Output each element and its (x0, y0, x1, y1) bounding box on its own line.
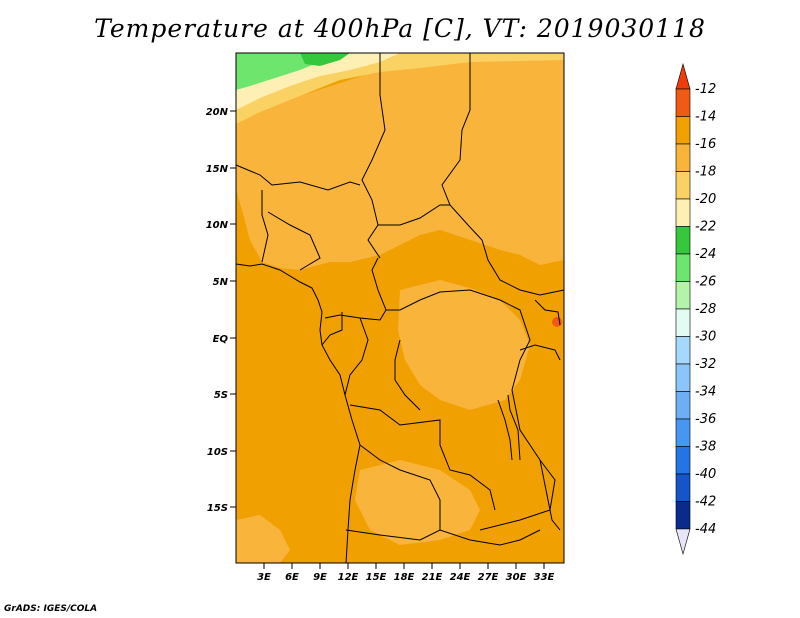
lat-tick-label: 15S (207, 503, 228, 514)
colorbar: -12 -14 -16 -18 -20 -22 -24 -26 -28 -30 -32 -34 -36 -… (675, 62, 716, 556)
colorbar-swatch (675, 253, 691, 282)
colorbar-swatch (675, 418, 691, 447)
colorbar-label: -22 (695, 220, 716, 235)
temp-region-16-south (355, 460, 480, 545)
lat-tick-label: EQ (213, 334, 229, 345)
credit-text: GrADS: IGES/COLA (4, 604, 98, 614)
colorbar-bottom-arrow (675, 528, 691, 556)
colorbar-label: -42 (695, 495, 716, 510)
chart-title: Temperature at 400hPa [C], VT: 201903011… (94, 14, 706, 43)
colorbar-swatch (675, 281, 691, 310)
lon-tick-label: 21E (422, 572, 443, 583)
lon-tick-label: 3E (257, 572, 271, 583)
colorbar-label: -38 (695, 440, 716, 455)
lon-tick-label: 6E (285, 572, 299, 583)
colorbar-swatch (675, 198, 691, 227)
lon-tick-label: 12E (338, 572, 359, 583)
lat-labels: 20N 15N 10N 5N EQ 5S 10S 15S (206, 107, 229, 514)
map-frame-border (235, 52, 565, 564)
colorbar-label: -34 (695, 385, 716, 400)
lon-ticks (263, 563, 545, 569)
lon-tick-label: 24E (450, 572, 471, 583)
lon-tick-label: 18E (394, 572, 415, 583)
colorbar-swatch (675, 116, 691, 145)
colorbar-swatch (675, 501, 691, 530)
temp-region-16-southwest (236, 515, 290, 563)
colorbar-label: -24 (695, 247, 716, 262)
colorbar-swatch (675, 143, 691, 172)
lat-tick-label: 10N (206, 220, 229, 231)
colorbar-swatch (675, 308, 691, 337)
lon-tick-label: 30E (506, 572, 527, 583)
lon-tick-label: 15E (366, 572, 387, 583)
lon-tick-label: 33E (534, 572, 555, 583)
lat-tick-label: 5N (213, 277, 229, 288)
temp-region-24 (300, 53, 350, 66)
lat-tick-label: 5S (214, 390, 228, 401)
temp-region-16-north (236, 60, 564, 270)
lat-ticks (230, 110, 236, 508)
colorbar-swatch (675, 171, 691, 200)
colorbar-label: -32 (695, 357, 716, 372)
colorbar-swatch (675, 336, 691, 365)
colorbar-swatch (675, 391, 691, 420)
colorbar-swatch (675, 226, 691, 255)
lat-tick-label: 20N (206, 107, 229, 118)
colorbar-swatch (675, 88, 691, 117)
colorbar-swatch (675, 446, 691, 475)
colorbar-label: -26 (695, 275, 716, 290)
colorbar-label: -44 (695, 522, 716, 537)
colorbar-label: -16 (695, 137, 716, 152)
colorbar-label: -14 (695, 110, 716, 125)
colorbar-label: -12 (695, 82, 716, 97)
colorbar-label: -18 (695, 165, 716, 180)
colorbar-label: -28 (695, 302, 716, 317)
lon-tick-label: 27E (478, 572, 499, 583)
colorbar-top-arrow (675, 62, 691, 90)
lat-tick-label: 10S (207, 447, 228, 458)
colorbar-label: -30 (695, 330, 716, 345)
colorbar-label: -20 (695, 192, 716, 207)
lon-tick-label: 9E (313, 572, 327, 583)
temp-hotspot-12 (552, 317, 562, 327)
lat-tick-label: 15N (206, 164, 229, 175)
temp-region-16-central (398, 280, 530, 410)
lon-labels: 3E 6E 9E 12E 15E 18E 21E 24E 27E 30E 33E (257, 572, 554, 583)
colorbar-label: -36 (695, 412, 716, 427)
colorbar-label: -40 (695, 467, 716, 482)
map-borders (235, 53, 565, 564)
colorbar-swatch (675, 363, 691, 392)
colorbar-swatch (675, 473, 691, 502)
